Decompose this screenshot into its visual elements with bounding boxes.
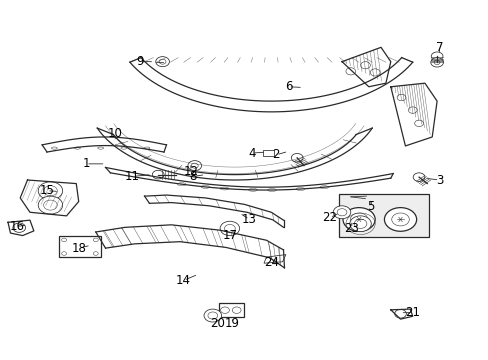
- Circle shape: [187, 161, 201, 171]
- Text: 6: 6: [284, 80, 291, 93]
- Text: 1: 1: [82, 157, 90, 170]
- Circle shape: [384, 208, 416, 231]
- Circle shape: [203, 309, 221, 322]
- Circle shape: [332, 206, 350, 219]
- Text: 14: 14: [176, 274, 191, 287]
- Text: 7: 7: [435, 41, 443, 54]
- Text: 5: 5: [367, 201, 374, 213]
- Circle shape: [291, 153, 303, 162]
- Text: 10: 10: [108, 127, 122, 140]
- Text: 15: 15: [40, 184, 54, 197]
- Text: 8: 8: [189, 170, 197, 183]
- Text: 12: 12: [183, 165, 198, 177]
- Text: 24: 24: [264, 256, 278, 269]
- Text: 16: 16: [9, 220, 24, 233]
- Text: 13: 13: [242, 213, 256, 226]
- Text: 22: 22: [322, 211, 337, 224]
- Polygon shape: [264, 255, 285, 263]
- Text: 3: 3: [435, 174, 442, 186]
- Text: 20: 20: [210, 317, 224, 330]
- Text: 11: 11: [124, 170, 140, 183]
- Circle shape: [152, 170, 163, 179]
- Circle shape: [38, 182, 62, 200]
- Circle shape: [430, 52, 442, 60]
- Bar: [263, 150, 273, 156]
- Text: 19: 19: [224, 317, 239, 330]
- Circle shape: [412, 173, 424, 181]
- Bar: [338, 194, 428, 237]
- Circle shape: [156, 57, 169, 67]
- Text: 21: 21: [405, 306, 419, 319]
- Circle shape: [38, 196, 62, 214]
- Text: 23: 23: [344, 222, 359, 235]
- Bar: [219, 303, 244, 317]
- Text: 9: 9: [136, 55, 143, 68]
- Text: 18: 18: [71, 242, 86, 255]
- Circle shape: [220, 221, 239, 235]
- Circle shape: [349, 216, 370, 231]
- Text: 17: 17: [222, 229, 237, 242]
- Text: 4: 4: [247, 147, 255, 159]
- Circle shape: [342, 208, 374, 231]
- Text: 2: 2: [272, 148, 279, 161]
- Circle shape: [430, 58, 443, 67]
